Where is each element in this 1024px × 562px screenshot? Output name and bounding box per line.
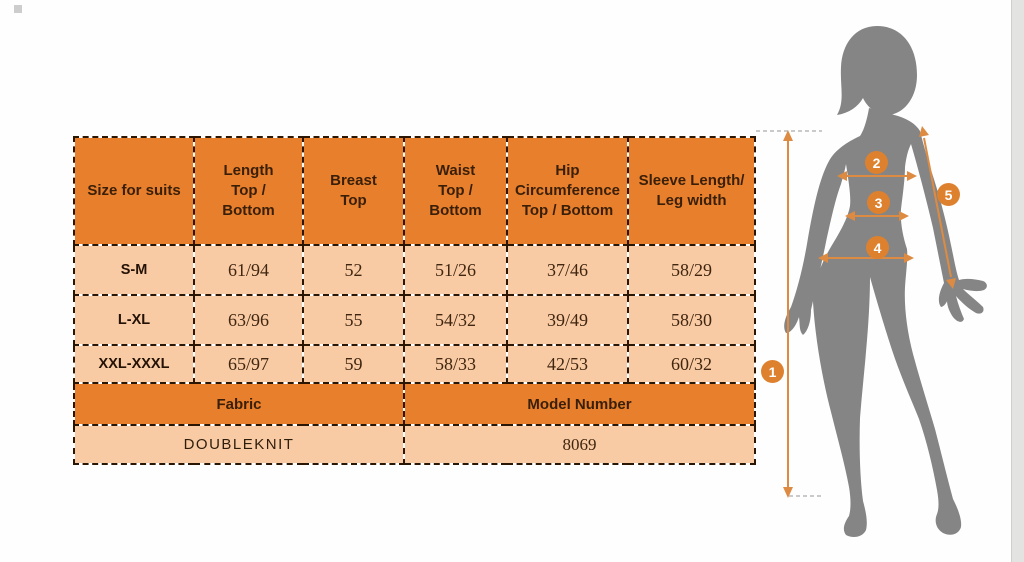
col-header-size: Size for suits [73,136,195,246]
length-value: 61/94 [193,244,304,296]
table-row-lxl: L-XL 63/96 55 54/32 39/49 58/30 [73,294,756,346]
table-row-xxl: XXL-XXXL 65/97 59 58/33 42/53 60/32 [73,344,756,384]
female-silhouette-head [837,26,917,115]
footer-value-row: DOUBLEKNIT 8069 [73,424,756,465]
size-chart-table: Size for suits Length Top / Bottom Breas… [73,136,756,465]
scrollbar-track[interactable] [1011,0,1024,562]
female-silhouette-body [784,108,987,538]
col-header-waist: Waist Top / Bottom [403,136,508,246]
marker-badge-4: 4 [866,236,889,259]
marker-badge-3: 3 [867,191,890,214]
header-row: Size for suits Length Top / Bottom Breas… [73,136,756,246]
model-number-value: 8069 [403,424,756,465]
fabric-header: Fabric [73,382,405,426]
sleeve-value: 58/30 [627,294,756,346]
sleeve-arrow [919,126,956,289]
breast-value: 59 [302,344,405,384]
marker-badge-1: 1 [761,360,784,383]
waist-value: 54/32 [403,294,508,346]
corner-artifact-mark [14,5,22,13]
length-value: 65/97 [193,344,304,384]
col-header-breast: Breast Top [302,136,405,246]
marker-badge-5: 5 [937,183,960,206]
fabric-value: DOUBLEKNIT [73,424,405,465]
hip-arrow [818,253,914,263]
breast-value: 52 [302,244,405,296]
length-value: 63/96 [193,294,304,346]
col-header-sleeve: Sleeve Length/ Leg width [627,136,756,246]
waist-value: 51/26 [403,244,508,296]
sleeve-value: 58/29 [627,244,756,296]
hip-value: 37/46 [506,244,629,296]
marker-badge-2: 2 [865,151,888,174]
sleeve-value: 60/32 [627,344,756,384]
size-label: S-M [73,244,195,296]
footer-header-row: Fabric Model Number [73,382,756,426]
col-header-length: Length Top / Bottom [193,136,304,246]
model-number-header: Model Number [403,382,756,426]
col-header-hip: Hip Circumference Top / Bottom [506,136,629,246]
table-row-sm: S-M 61/94 52 51/26 37/46 58/29 [73,244,756,296]
length-arrow [783,130,793,498]
hip-value: 39/49 [506,294,629,346]
hip-value: 42/53 [506,344,629,384]
size-label: XXL-XXXL [73,344,195,384]
waist-value: 58/33 [403,344,508,384]
waist-arrow [845,211,909,221]
breast-value: 55 [302,294,405,346]
size-label: L-XL [73,294,195,346]
bust-arrow [837,171,917,181]
